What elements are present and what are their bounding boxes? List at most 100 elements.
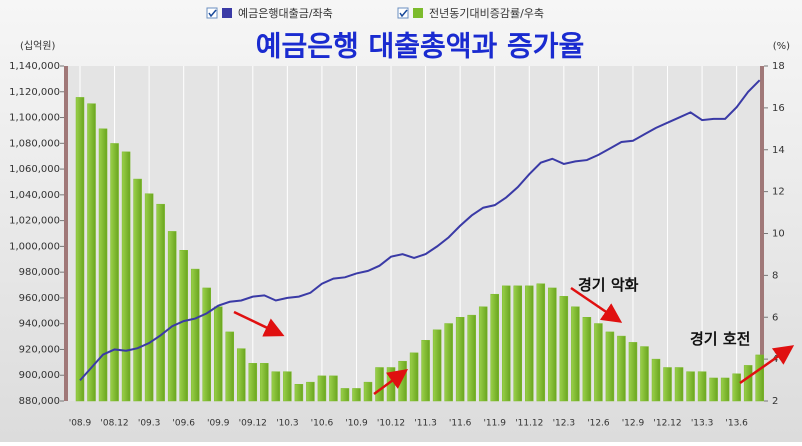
y-tick-label: 880,000 [19,396,60,407]
x-tick-label: '12.3 [553,419,576,429]
x-tick-label: '09.3 [138,419,161,429]
y-tick-label: 940,000 [19,319,60,330]
bar [237,348,246,402]
x-tick-label: '13.6 [725,419,748,429]
y2-tick-label: 8 [772,270,778,281]
bar [755,354,764,402]
bar [548,287,557,402]
bar [294,384,304,402]
x-tick-label: '10.9 [345,419,368,429]
x-tick-label: '11.3 [414,419,437,429]
y-tick-label: 900,000 [19,370,60,381]
y-tick-label: 1,100,000 [9,113,60,124]
bar [248,363,258,402]
bar [156,203,165,402]
y-axis-label: (십억원) [20,40,56,52]
x-tick-label: '10.6 [311,419,334,429]
bar [87,103,96,402]
x-tick-label: '12.9 [622,419,645,429]
x-tick-label: '09.9 [207,419,230,429]
bar [525,285,534,402]
chart-title: 예금은행 대출총액과 증가율 [256,30,585,63]
bar [121,151,131,402]
bar [75,97,85,402]
x-tick-label: '08.9 [69,419,92,429]
bar [617,335,626,402]
y2-tick-label: 2 [772,396,778,407]
legend-checkbox[interactable] [206,7,218,19]
bar [640,346,649,402]
x-tick-label: '12.12 [653,419,681,429]
bar [271,371,281,402]
bar [663,367,672,402]
y2-axis-label: (%) [773,41,790,52]
bar [513,285,523,402]
bar [455,317,465,402]
x-tick-label: '10.3 [276,419,299,429]
y2-tick-label: 12 [772,187,785,198]
x-tick-label: '09.6 [172,419,195,429]
y-tick-label: 980,000 [19,267,60,278]
check-mark [208,9,217,18]
legend-label: 예금은행대출금/좌축 [238,7,333,20]
bar [421,340,430,402]
x-tick-label: '09.12 [239,419,267,429]
arrow [739,345,795,385]
annotation: 경기 호전 [690,330,750,348]
arrows [233,286,795,396]
bar [340,388,350,402]
y2-tick-label: 16 [772,103,785,114]
bar [594,323,603,402]
x-tick-label: '08.12 [100,419,128,429]
x-tick-label: '11.6 [449,419,472,429]
bar [202,287,211,402]
bar [686,371,695,402]
x-tick-label: '12.6 [587,419,610,429]
arrow [570,286,623,323]
bar [213,306,223,402]
bar [651,358,661,402]
y-tick-label: 1,120,000 [9,87,60,98]
bar [283,371,292,402]
bar [674,367,684,402]
x-tick-label: '11.9 [483,419,506,429]
bar [605,331,615,402]
bar [467,314,476,402]
bar [536,283,546,402]
bar [110,143,119,402]
bar [317,375,327,402]
y2-tick-label: 6 [772,312,778,323]
bar [559,296,569,402]
bar [743,365,753,402]
bar [720,377,730,402]
legend-swatch [222,8,232,18]
legend-checkbox[interactable] [397,7,409,19]
y-tick-label: 1,080,000 [9,138,60,149]
y2-tick-label: 14 [772,145,785,156]
bar [571,306,580,402]
legend-swatch [413,8,423,18]
y-tick-label: 960,000 [19,293,60,304]
bar [179,250,188,402]
y-tick-label: 1,140,000 [9,61,60,72]
bar [306,381,315,402]
arrow [233,310,285,337]
y-tick-label: 1,060,000 [9,164,60,175]
annotation: 경기 악화 [578,276,639,294]
y-tick-label: 1,020,000 [9,216,60,227]
y2-tick-label: 18 [772,61,785,72]
check-mark [399,9,408,18]
bar [398,360,407,402]
bar [409,352,419,402]
y-tick-label: 1,040,000 [9,190,60,201]
bar [167,231,177,402]
bar [260,363,269,402]
bar [444,323,453,402]
left-axis [64,66,68,401]
y-tick-label: 1,000,000 [9,241,60,252]
bar [478,306,488,402]
bar [190,268,200,402]
x-tick-label: '10.12 [377,419,405,429]
bar [225,331,235,402]
